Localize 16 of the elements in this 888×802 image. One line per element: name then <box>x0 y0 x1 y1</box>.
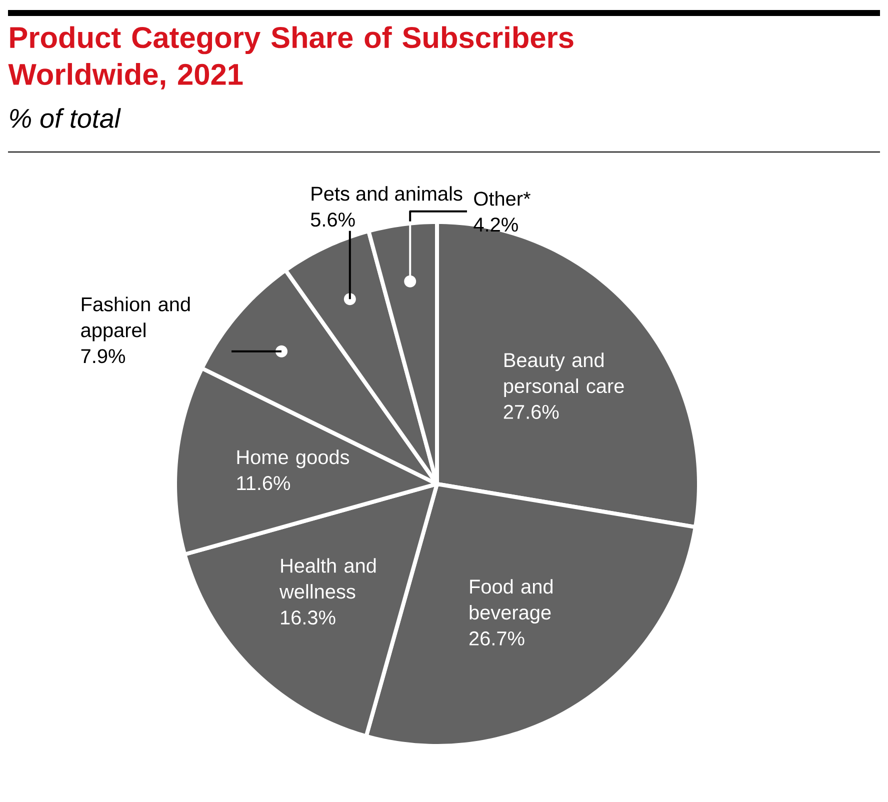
data-label: 11.6% <box>237 476 290 490</box>
data-label: 16.3% <box>281 610 336 625</box>
slice-label: Other* <box>474 191 530 206</box>
slice-label: Pets and animals <box>312 186 462 201</box>
slice-label: Health and wellness <box>279 558 376 599</box>
chart-subtitle: % of total <box>10 108 121 128</box>
data-label: 27.6% <box>504 404 559 419</box>
data-label: 7.9% <box>81 349 126 364</box>
slice-label: Fashion and apparel <box>81 296 190 342</box>
slice-label: Beauty and personal care <box>504 352 624 398</box>
slice-label: Home goods <box>237 450 350 468</box>
slice-label: Food and beverage <box>470 579 553 624</box>
chart-title: Product Category Share of Subscribers Worldwide, 2021 <box>8 26 574 90</box>
data-label: 4.2% <box>474 218 518 232</box>
data-label: 5.6% <box>310 212 355 227</box>
data-label: 26.7% <box>470 631 524 646</box>
